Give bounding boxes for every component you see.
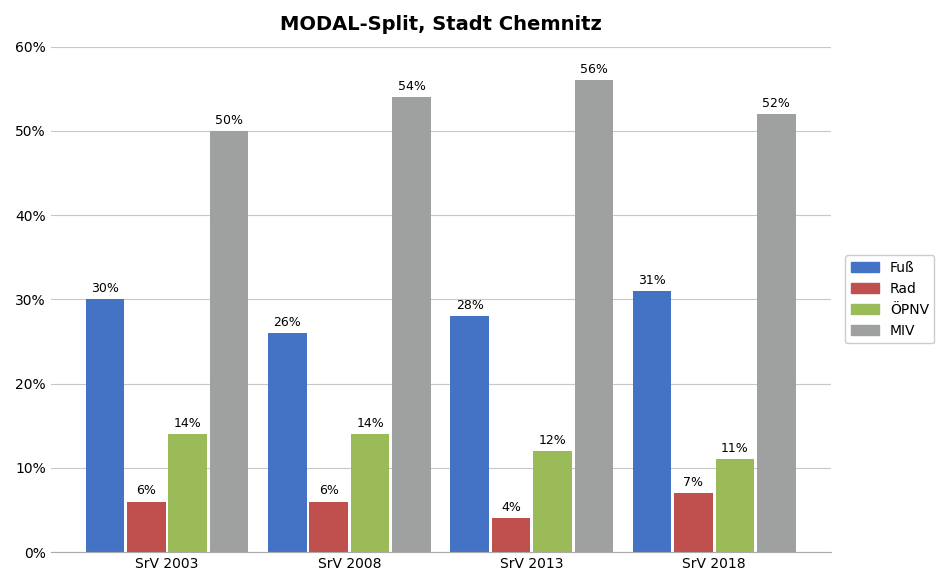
Text: 52%: 52%: [762, 97, 791, 110]
Bar: [633, 291, 671, 552]
Text: 31%: 31%: [638, 274, 666, 287]
Bar: [309, 502, 348, 552]
Bar: [716, 459, 754, 552]
Bar: [169, 434, 207, 552]
Bar: [210, 131, 249, 552]
Title: MODAL-Split, Stadt Chemnitz: MODAL-Split, Stadt Chemnitz: [280, 15, 602, 34]
Text: 6%: 6%: [137, 485, 157, 498]
Text: 12%: 12%: [539, 434, 567, 447]
Bar: [127, 502, 166, 552]
Text: 7%: 7%: [683, 476, 703, 489]
Bar: [533, 451, 571, 552]
Text: 28%: 28%: [456, 299, 484, 312]
Text: 6%: 6%: [319, 485, 339, 498]
Text: 14%: 14%: [356, 417, 384, 430]
Text: 4%: 4%: [501, 501, 521, 515]
Text: 56%: 56%: [580, 63, 607, 76]
Bar: [85, 299, 124, 552]
Text: 50%: 50%: [215, 114, 243, 127]
Bar: [574, 80, 613, 552]
Text: 30%: 30%: [91, 282, 119, 295]
Text: 14%: 14%: [174, 417, 201, 430]
Bar: [268, 333, 307, 552]
Text: 54%: 54%: [398, 80, 425, 93]
Text: 11%: 11%: [721, 442, 749, 455]
Bar: [674, 493, 713, 552]
Bar: [392, 97, 431, 552]
Bar: [351, 434, 389, 552]
Legend: Fuß, Rad, ÖPNV, MIV: Fuß, Rad, ÖPNV, MIV: [846, 255, 935, 343]
Bar: [451, 316, 489, 552]
Bar: [757, 114, 795, 552]
Bar: [492, 519, 530, 552]
Text: 26%: 26%: [273, 316, 301, 329]
